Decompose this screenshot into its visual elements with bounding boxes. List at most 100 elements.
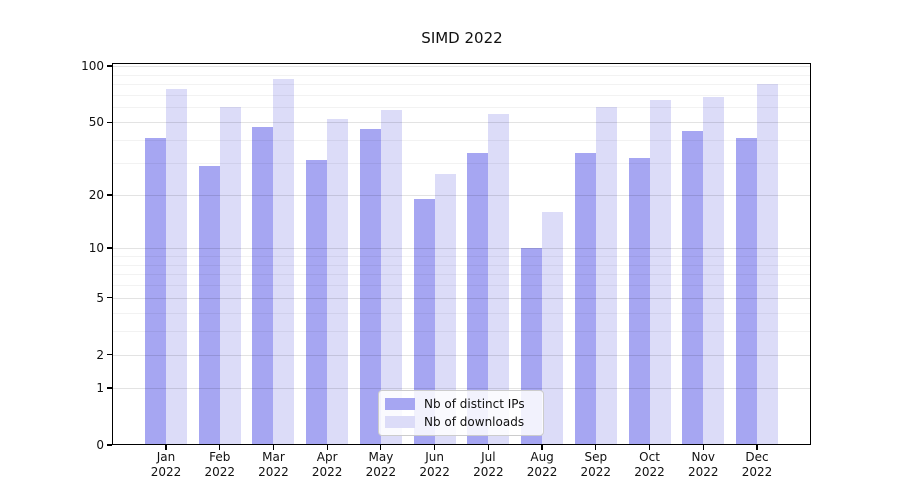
y-grid-minor-4	[113, 312, 811, 314]
x-tick-month-apr: Apr	[316, 450, 338, 464]
y-grid-minor-60	[113, 107, 811, 109]
x-tick-year-feb: 2022	[204, 465, 235, 479]
bar-downloads-nov	[703, 97, 725, 445]
x-tick-month-aug: Aug	[530, 450, 554, 464]
legend-label-downloads: Nb of downloads	[424, 415, 525, 429]
bar-distinct-ips-apr	[306, 160, 328, 445]
y-grid-minor-40	[113, 140, 811, 142]
y-grid-minor-3	[113, 331, 811, 333]
x-tick-month-may: May	[368, 450, 394, 464]
x-tick-year-nov: 2022	[687, 465, 719, 479]
y-grid-minor-90	[113, 74, 811, 76]
x-tick-month-jan: Jan	[156, 450, 176, 464]
y-tick-5	[107, 297, 112, 299]
x-tick-feb	[219, 445, 221, 450]
y-tick-2	[107, 354, 112, 356]
bar-downloads-feb	[219, 107, 241, 445]
x-tick-month-sep: Sep	[584, 450, 608, 464]
bar-downloads-oct	[649, 99, 671, 445]
x-tick-year-apr: 2022	[311, 465, 343, 479]
x-tick-label-sep: Sep 2022	[564, 450, 628, 480]
x-tick-label-dec: Dec 2022	[725, 450, 789, 480]
x-tick-month-jun: Jun	[425, 450, 444, 464]
chart-title: SIMD 2022	[421, 29, 503, 47]
x-tick-year-mar: 2022	[258, 465, 289, 479]
x-tick-month-jul: Jul	[481, 450, 496, 464]
y-tick-label-0: 0	[96, 438, 104, 452]
bar-distinct-ips-may	[359, 128, 381, 445]
x-tick-may	[380, 445, 382, 450]
y-grid-minor-7	[113, 274, 811, 276]
bar-downloads-jul	[488, 114, 510, 445]
y-grid-major-10	[113, 248, 811, 250]
bar-downloads-sep	[595, 107, 617, 445]
legend-item-downloads: Nb of downloads	[385, 414, 535, 430]
x-tick-label-apr: Apr 2022	[295, 450, 359, 480]
x-tick-label-jan: Jan 2022	[134, 450, 198, 480]
x-tick-month-mar: Mar	[262, 450, 285, 464]
x-tick-nov	[702, 445, 704, 450]
x-tick-year-oct: 2022	[634, 465, 665, 479]
legend: Nb of distinct IPs Nb of downloads	[378, 390, 544, 436]
y-grid-major-20	[113, 194, 811, 196]
x-tick-year-dec: 2022	[741, 465, 773, 479]
x-tick-label-jun: Jun 2022	[403, 450, 467, 480]
y-grid-minor-6	[113, 285, 811, 287]
legend-swatch-downloads	[385, 416, 415, 428]
bar-distinct-ips-jun	[413, 198, 435, 445]
bar-downloads-may	[380, 110, 402, 445]
bar-distinct-ips-oct	[628, 157, 650, 445]
bar-distinct-ips-mar	[252, 127, 274, 445]
legend-item-distinct-ips: Nb of distinct IPs	[385, 396, 535, 412]
bar-distinct-ips-jan	[145, 138, 166, 445]
x-tick-month-nov: Nov	[691, 450, 715, 464]
x-tick-oct	[648, 445, 651, 450]
bar-downloads-jan	[166, 89, 187, 445]
x-tick-year-aug: 2022	[526, 465, 558, 479]
x-tick-label-oct: Oct 2022	[618, 450, 682, 480]
x-tick-jan	[165, 445, 167, 450]
y-tick-label-2: 2	[96, 347, 104, 362]
bar-downloads-apr	[327, 118, 349, 445]
y-grid-minor-30	[113, 162, 811, 164]
x-tick-label-mar: Mar 2022	[241, 450, 305, 480]
bar-downloads-mar	[273, 79, 295, 445]
y-grid-minor-9	[113, 255, 811, 257]
x-tick-aug	[541, 445, 543, 450]
y-tick-label-50: 50	[88, 115, 104, 130]
x-tick-label-aug: Aug 2022	[510, 450, 574, 480]
y-tick-20	[107, 194, 112, 196]
x-tick-year-jun: 2022	[419, 465, 450, 479]
bar-downloads-aug	[542, 212, 564, 445]
y-grid-minor-8	[113, 264, 811, 266]
x-tick-dec	[756, 445, 758, 450]
x-tick-year-jan: 2022	[150, 465, 182, 479]
legend-swatch-distinct-ips	[385, 398, 415, 410]
bar-distinct-ips-dec	[736, 138, 757, 445]
y-tick-label-100: 100	[81, 59, 104, 73]
y-grid-major-1	[113, 388, 811, 390]
bar-distinct-ips-nov	[682, 130, 704, 445]
x-tick-year-may: 2022	[365, 465, 397, 479]
y-grid-minor-80	[113, 84, 811, 86]
y-tick-0	[107, 444, 112, 446]
x-tick-label-nov: Nov 2022	[671, 450, 735, 480]
bar-distinct-ips-jul	[467, 153, 489, 445]
y-tick-label-10: 10	[88, 241, 104, 256]
y-grid-major-50	[113, 122, 811, 124]
legend-label-distinct-ips: Nb of distinct IPs	[424, 397, 525, 411]
x-tick-label-jul: Jul 2022	[456, 450, 520, 480]
x-tick-label-may: May 2022	[349, 450, 413, 480]
x-tick-jul	[487, 445, 489, 450]
y-tick-100	[107, 65, 112, 67]
y-tick-1	[107, 387, 112, 389]
y-tick-label-1: 1	[96, 381, 104, 396]
x-tick-month-oct: Oct	[639, 450, 660, 464]
x-tick-month-dec: Dec	[745, 450, 769, 464]
y-grid-major-2	[113, 354, 811, 356]
x-tick-jun	[434, 445, 436, 450]
x-tick-label-feb: Feb 2022	[188, 450, 252, 480]
y-grid-major-100	[113, 66, 811, 67]
y-grid-minor-70	[113, 94, 811, 96]
